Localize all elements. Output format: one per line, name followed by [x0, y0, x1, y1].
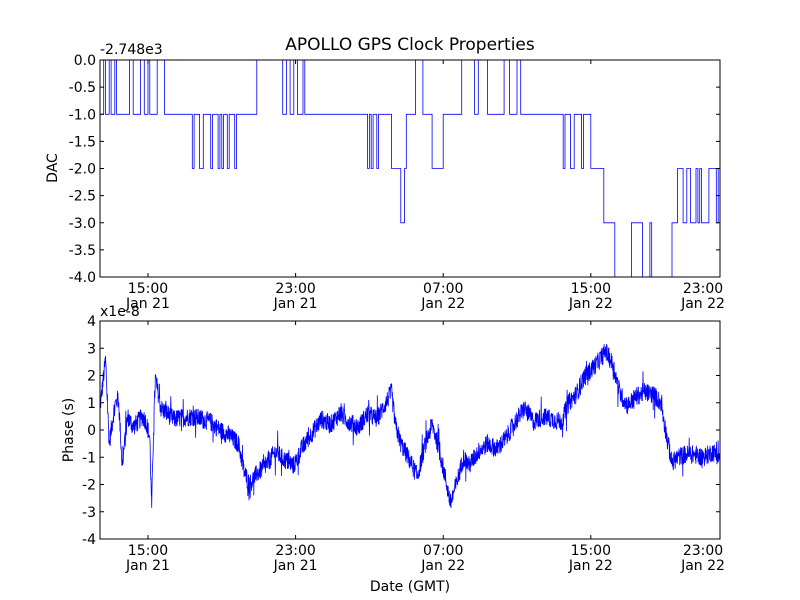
dac-xtick-time-label: 07:00: [423, 281, 463, 297]
dac-ytick-label: -4.0: [69, 270, 96, 286]
dac-xtick-time-label: 23:00: [275, 281, 315, 297]
dac-ytick-label: -0.5: [69, 80, 96, 96]
phase-xtick-date-label: Jan 22: [568, 558, 613, 574]
dac-ytick-label: -1.0: [69, 107, 96, 123]
phase-y-axis-label: Phase (s): [61, 398, 77, 462]
dac-xtick-date-label: Jan 22: [420, 296, 465, 312]
phase-ytick-label: 4: [87, 314, 96, 330]
dac-xtick-date-label: Jan 22: [680, 296, 725, 312]
phase-xtick-time-label: 23:00: [275, 543, 315, 559]
dac-ytick-label: -3.5: [69, 243, 96, 259]
dac-xtick-date-label: Jan 22: [568, 296, 613, 312]
phase-xtick-date-label: Jan 22: [420, 558, 465, 574]
phase-xtick-time-label: 07:00: [423, 543, 463, 559]
phase-ytick-label: 2: [87, 369, 96, 385]
dac-xtick-time-label: 15:00: [571, 281, 611, 297]
phase-xtick-date-label: Jan 22: [680, 558, 725, 574]
phase-xtick-time-label: 15:00: [128, 543, 168, 559]
phase-xtick-date-label: Jan 21: [125, 558, 170, 574]
dac-ytick-label: -2.0: [69, 162, 96, 178]
dac-xtick-date-label: Jan 21: [125, 296, 170, 312]
phase-ytick-label: -2: [82, 478, 96, 494]
dac-ytick-label: -1.5: [69, 134, 96, 150]
dac-xtick-date-label: Jan 21: [273, 296, 318, 312]
dac-ytick-label: -3.0: [69, 216, 96, 232]
phase-x-axis-label: Date (GMT): [370, 579, 450, 595]
dac-ytick-label: 0.0: [74, 53, 96, 69]
phase-xtick-date-label: Jan 21: [273, 558, 318, 574]
dac-xtick-time-label: 15:00: [128, 281, 168, 297]
chart-title: APOLLO GPS Clock Properties: [285, 35, 535, 55]
phase-xtick-time-label: 23:00: [683, 543, 723, 559]
phase-axes-frame: [99, 320, 721, 540]
phase-ytick-label: -4: [82, 532, 96, 548]
dac-panel: 0.0 -0.5 -1.0 -1.5 -2.0 -2.5 -3.0 -3.5 -4.0 15:0…: [45, 42, 725, 312]
dac-series-line: [100, 60, 720, 277]
phase-xtick-time-label: 15:00: [571, 543, 611, 559]
phase-ytick-label: 1: [87, 396, 96, 412]
phase-ytick-label: -3: [82, 505, 96, 521]
dac-ytick-label: -2.5: [69, 189, 96, 205]
dac-offset-label: -2.748e3: [100, 42, 163, 58]
phase-ytick-label: 3: [87, 341, 96, 357]
phase-series-line: [100, 343, 720, 509]
dac-y-axis-label: DAC: [45, 153, 61, 183]
phase-ytick-label: 0: [87, 423, 96, 439]
dac-xtick-time-label: 23:00: [683, 281, 723, 297]
phase-offset-label: x1e-8: [100, 304, 140, 320]
phase-ytick-label: -1: [82, 450, 96, 466]
